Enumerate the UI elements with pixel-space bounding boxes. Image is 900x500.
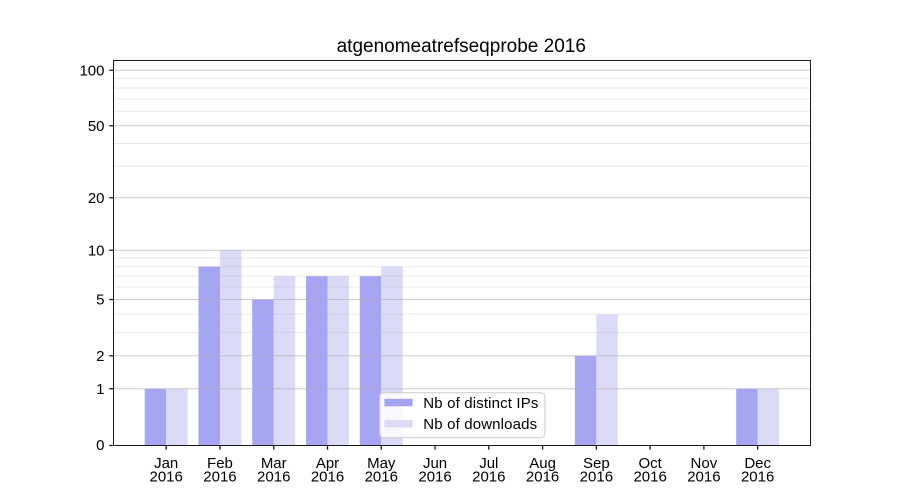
svg-text:atgenomeatrefseqprobe 2016: atgenomeatrefseqprobe 2016 [337, 36, 586, 57]
svg-text:2016: 2016 [741, 468, 774, 485]
svg-text:Feb: Feb [207, 455, 233, 472]
svg-text:Apr: Apr [316, 455, 339, 472]
svg-text:Oct: Oct [638, 455, 662, 472]
svg-text:10: 10 [88, 242, 105, 259]
svg-text:1: 1 [96, 381, 104, 398]
svg-text:2016: 2016 [472, 468, 505, 485]
svg-text:May: May [367, 455, 396, 472]
svg-text:2016: 2016 [580, 468, 613, 485]
svg-text:2016: 2016 [311, 468, 344, 485]
svg-text:2016: 2016 [203, 468, 236, 485]
svg-text:Dec: Dec [744, 455, 771, 472]
svg-text:Aug: Aug [529, 455, 556, 472]
svg-text:100: 100 [79, 62, 104, 79]
svg-text:Nov: Nov [691, 455, 718, 472]
svg-text:5: 5 [96, 292, 104, 309]
svg-text:2: 2 [96, 348, 104, 365]
svg-text:Jun: Jun [423, 455, 447, 472]
svg-text:Mar: Mar [261, 455, 287, 472]
svg-text:Sep: Sep [583, 455, 610, 472]
svg-text:Nb of distinct IPs: Nb of distinct IPs [423, 395, 538, 412]
svg-text:2016: 2016 [365, 468, 398, 485]
svg-text:2016: 2016 [150, 468, 183, 485]
svg-text:2016: 2016 [418, 468, 451, 485]
svg-text:Jul: Jul [479, 455, 498, 472]
svg-text:2016: 2016 [257, 468, 290, 485]
svg-text:50: 50 [88, 118, 105, 135]
svg-text:Jan: Jan [154, 455, 178, 472]
svg-text:2016: 2016 [526, 468, 559, 485]
svg-text:20: 20 [88, 190, 105, 207]
svg-text:2016: 2016 [633, 468, 666, 485]
svg-text:Nb of downloads: Nb of downloads [423, 416, 537, 433]
svg-text:0: 0 [96, 437, 104, 454]
svg-text:2016: 2016 [687, 468, 720, 485]
